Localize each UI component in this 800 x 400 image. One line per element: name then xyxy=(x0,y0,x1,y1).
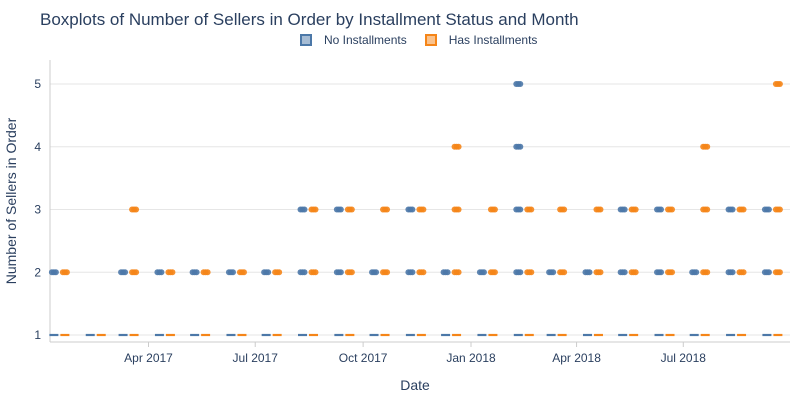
outlier-point-no-installments xyxy=(409,206,416,213)
outlier-point-has-installments xyxy=(528,269,535,276)
y-tick-label: 1 xyxy=(34,328,41,342)
outlier-point-has-installments xyxy=(704,143,711,150)
outlier-point-no-installments xyxy=(517,269,524,276)
legend-swatch-has-installments xyxy=(424,34,437,46)
outlier-point-has-installments xyxy=(204,269,211,276)
outlier-point-has-installments xyxy=(384,269,391,276)
outlier-point-no-installments xyxy=(193,269,200,276)
outlier-point-no-installments xyxy=(158,269,165,276)
legend-item-no-installments[interactable]: No Installments xyxy=(300,33,407,47)
outlier-point-has-installments xyxy=(491,269,498,276)
outlier-point-no-installments xyxy=(301,206,308,213)
outlier-point-has-installments xyxy=(597,206,604,213)
outlier-point-has-installments xyxy=(348,269,355,276)
outlier-point-has-installments xyxy=(133,269,140,276)
outlier-point-has-installments xyxy=(704,206,711,213)
outlier-point-no-installments xyxy=(337,269,344,276)
outlier-point-no-installments xyxy=(517,143,524,150)
outlier-point-has-installments xyxy=(169,269,176,276)
outlier-point-has-installments xyxy=(455,206,462,213)
outlier-point-no-installments xyxy=(517,81,524,87)
x-axis-title: Date xyxy=(400,377,430,393)
outlier-point-has-installments xyxy=(740,269,747,276)
outlier-point-no-installments xyxy=(337,206,344,213)
outlier-point-no-installments xyxy=(729,206,736,213)
outlier-point-has-installments xyxy=(63,269,70,276)
outlier-point-has-installments xyxy=(455,143,462,150)
outlier-point-has-installments xyxy=(420,206,427,213)
outlier-point-has-installments xyxy=(455,269,462,276)
outlier-point-has-installments xyxy=(528,206,535,213)
y-tick-label: 4 xyxy=(34,140,41,154)
outlier-point-no-installments xyxy=(373,269,380,276)
outlier-point-has-installments xyxy=(632,269,639,276)
outlier-point-has-installments xyxy=(133,206,140,213)
y-tick-label: 2 xyxy=(34,265,41,279)
legend[interactable]: No Installments Has Installments xyxy=(300,33,555,47)
x-tick-label: Oct 2017 xyxy=(339,351,388,365)
outlier-point-no-installments xyxy=(550,269,557,276)
outlier-point-has-installments xyxy=(669,269,676,276)
x-tick-label: Apr 2018 xyxy=(552,351,601,365)
outlier-point-no-installments xyxy=(621,269,628,276)
outlier-point-no-installments xyxy=(229,269,236,276)
outlier-point-has-installments xyxy=(276,269,283,276)
outlier-point-has-installments xyxy=(348,206,355,213)
outlier-point-has-installments xyxy=(420,269,427,276)
outlier-point-no-installments xyxy=(621,206,628,213)
legend-swatch-no-installments xyxy=(300,34,312,46)
outlier-point-has-installments xyxy=(597,269,604,276)
outlier-point-has-installments xyxy=(776,206,783,213)
outlier-point-no-installments xyxy=(517,206,524,213)
outlier-point-has-installments xyxy=(240,269,247,276)
outlier-point-no-installments xyxy=(301,269,308,276)
outlier-point-has-installments xyxy=(776,269,783,276)
outlier-point-has-installments xyxy=(561,206,568,213)
outlier-point-no-installments xyxy=(480,269,487,276)
x-tick-label: Jul 2018 xyxy=(661,351,707,365)
outlier-point-no-installments xyxy=(765,269,772,276)
outlier-point-no-installments xyxy=(122,269,129,276)
legend-label-has-installments: Has Installments xyxy=(448,33,538,47)
outlier-point-no-installments xyxy=(265,269,272,276)
legend-label-no-installments: No Installments xyxy=(324,33,407,47)
outlier-point-has-installments xyxy=(312,206,319,213)
outlier-point-has-installments xyxy=(384,206,391,213)
outlier-point-has-installments xyxy=(669,206,676,213)
x-tick-label: Jul 2017 xyxy=(233,351,279,365)
x-tick-label: Jan 2018 xyxy=(446,351,496,365)
outlier-point-no-installments xyxy=(765,206,772,213)
outlier-point-no-installments xyxy=(693,269,700,276)
outlier-point-no-installments xyxy=(729,269,736,276)
y-axis-title: Number of Sellers in Order xyxy=(3,117,19,284)
outlier-point-has-installments xyxy=(312,269,319,276)
outlier-point-has-installments xyxy=(491,206,498,213)
outlier-point-has-installments xyxy=(704,269,711,276)
outlier-point-no-installments xyxy=(409,269,416,276)
outlier-point-has-installments xyxy=(776,81,783,87)
outlier-point-has-installments xyxy=(632,206,639,213)
outlier-point-no-installments xyxy=(444,269,451,276)
outlier-point-no-installments xyxy=(658,269,665,276)
y-tick-label: 5 xyxy=(34,77,41,91)
outlier-point-has-installments xyxy=(740,206,747,213)
outlier-point-no-installments xyxy=(52,269,59,276)
outlier-point-has-installments xyxy=(561,269,568,276)
outlier-point-no-installments xyxy=(658,206,665,213)
outlier-point-no-installments xyxy=(586,269,593,276)
y-tick-label: 3 xyxy=(34,203,41,217)
legend-item-has-installments[interactable]: Has Installments xyxy=(424,33,538,47)
chart-title: Boxplots of Number of Sellers in Order b… xyxy=(40,10,579,29)
x-tick-label: Apr 2017 xyxy=(124,351,173,365)
